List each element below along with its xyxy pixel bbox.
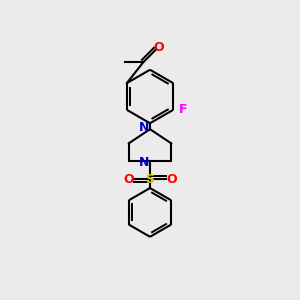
Text: S: S	[146, 172, 154, 186]
Text: O: O	[123, 172, 134, 186]
Text: O: O	[167, 172, 177, 186]
Text: O: O	[154, 41, 164, 54]
Text: N: N	[139, 156, 149, 169]
Text: N: N	[139, 121, 149, 134]
Text: F: F	[178, 103, 187, 116]
